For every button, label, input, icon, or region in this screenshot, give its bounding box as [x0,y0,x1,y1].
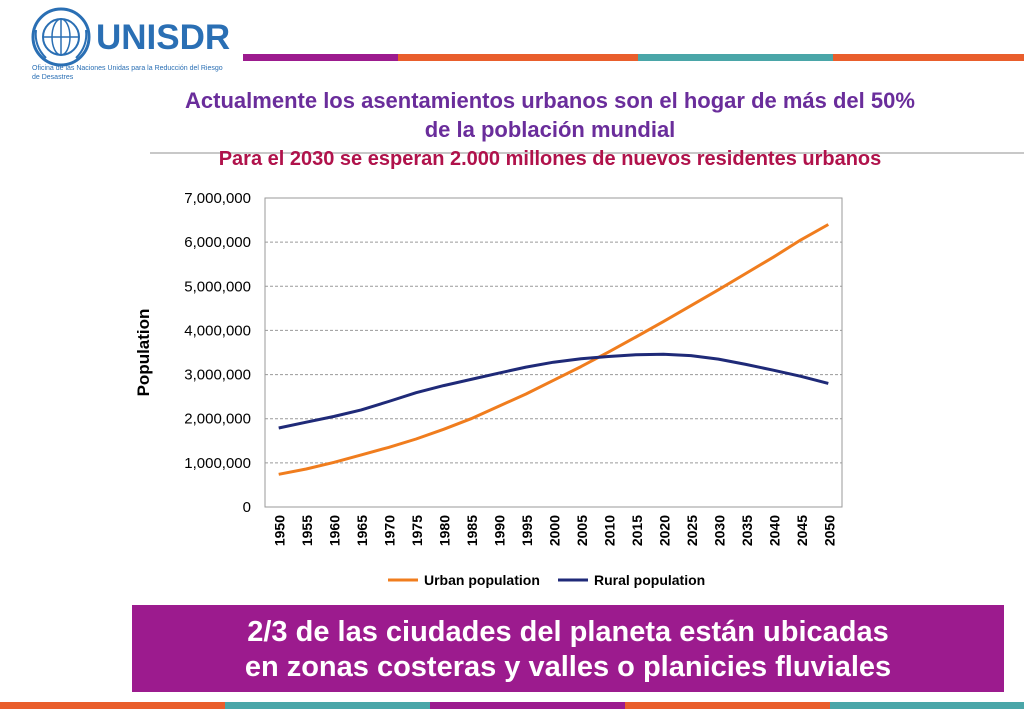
y-tick-label: 2,000,000 [184,411,251,428]
x-tick-label: 1980 [437,515,453,546]
top-color-bar-purple [243,54,398,61]
x-tick-label: 1985 [464,515,480,546]
bottom-color-bar-1 [0,702,225,709]
x-tick-label: 2010 [601,515,617,546]
banner-line-1: 2/3 de las ciudades del planeta están ub… [247,616,889,648]
population-chart: 0 1,000,000 2,000,000 3,000,000 4,000,000 5,0… [134,190,843,588]
heading-line-1: Actualmente los asentamientos urbanos so… [185,88,915,113]
logo-subtitle: Oficina de las Naciones Unidas para la R… [32,65,223,81]
legend-label: Rural population [594,572,705,588]
un-emblem-icon [31,7,91,67]
heading-subtitle: Para el 2030 se esperan 2.000 millones d… [218,148,882,170]
top-color-bar-teal [638,54,833,61]
x-tick-label: 1975 [409,515,425,546]
x-tick-label: 1950 [272,515,288,546]
bottom-color-bar-5 [830,702,1024,709]
x-tick-label: 2045 [794,515,810,546]
x-tick-label: 2000 [547,515,563,546]
x-tick-label: 1955 [299,515,315,546]
x-tick-label: 2020 [656,515,672,546]
logo-name: UNISDR [96,18,231,57]
y-tick-label: 7,000,000 [184,190,251,207]
y-axis-label: Population [134,309,153,397]
heading-line-2: de la población mundial [424,117,676,142]
series-line-urban [278,223,830,476]
x-tick-label: 2035 [739,515,755,546]
top-color-bar-orange [398,54,638,61]
banner-line-2: en zonas costeras y valles o planicies f… [244,651,892,683]
heading-divider [150,152,1024,154]
series-line-rural [278,352,829,430]
x-tick-label: 1960 [327,515,343,546]
plot-frame [264,197,843,508]
bottom-color-bar-3 [430,702,625,709]
x-tick-label: 1990 [492,515,508,546]
y-tick-label: 5,000,000 [184,278,251,295]
y-tick-label: 4,000,000 [184,322,251,339]
y-tick-label: 3,000,000 [184,367,251,384]
unisdr-logo: UNISDR Oficina de las Naciones Unidas pa… [30,6,230,86]
banner: 2/3 de las ciudades del planeta están ub… [132,605,1004,692]
x-tick-label: 2015 [629,515,645,546]
x-tick-label: 2005 [574,515,590,546]
x-tick-label: 1970 [382,515,398,546]
y-tick-label: 1,000,000 [184,455,251,472]
y-tick-label: 6,000,000 [184,234,251,251]
bottom-color-bar-4 [625,702,830,709]
x-tick-label: 2025 [684,515,700,546]
heading-main: Actualmente los asentamientos urbanos so… [100,86,1000,144]
bottom-color-bar-2 [225,702,430,709]
top-color-bar-red [833,54,1024,61]
x-tick-label: 1995 [519,515,535,546]
x-tick-label: 2030 [711,515,727,546]
x-tick-label: 1965 [354,515,370,546]
legend-label: Urban population [424,572,540,588]
y-tick-label: 0 [243,499,251,516]
x-tick-label: 2050 [821,515,837,546]
x-tick-label: 2040 [766,515,782,546]
